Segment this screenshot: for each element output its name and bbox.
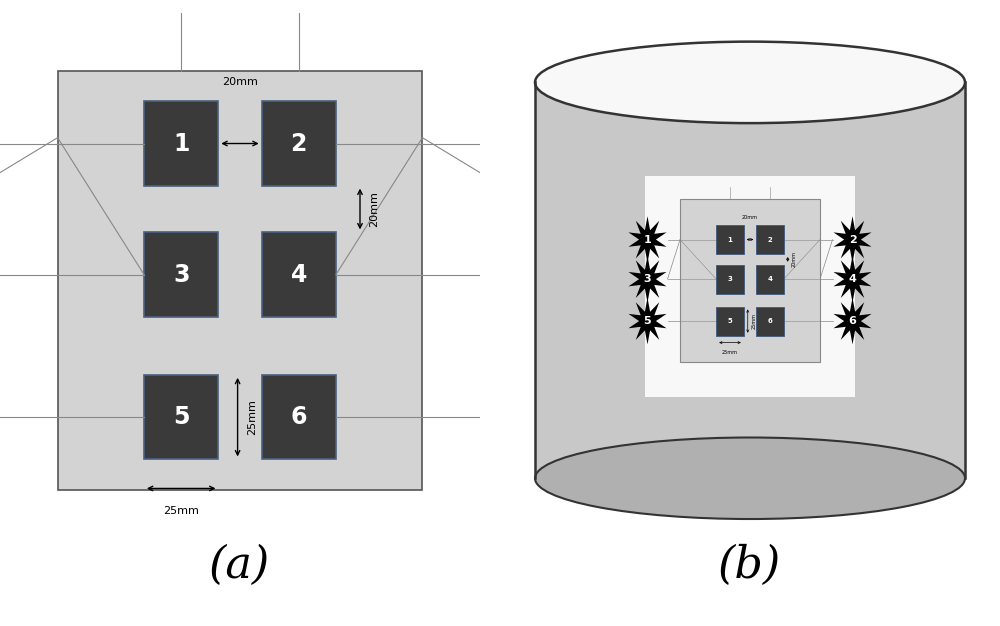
Bar (645, 175, 855, 397)
Text: 20mm: 20mm (742, 215, 758, 220)
Text: 2: 2 (768, 237, 772, 242)
Text: (a): (a) (209, 544, 271, 587)
Text: 25mm: 25mm (247, 399, 257, 435)
Text: 5: 5 (644, 316, 651, 326)
Bar (716, 265, 744, 294)
Text: 25mm: 25mm (163, 506, 199, 516)
Bar (144, 232, 218, 317)
Bar (262, 101, 336, 186)
Text: 3: 3 (173, 262, 189, 287)
Text: 5: 5 (173, 405, 189, 429)
Polygon shape (628, 256, 667, 302)
Text: 3: 3 (728, 276, 732, 282)
Bar (262, 375, 336, 459)
Ellipse shape (535, 41, 965, 123)
Bar (144, 375, 218, 459)
Text: 4: 4 (768, 276, 772, 282)
Polygon shape (833, 256, 872, 302)
Polygon shape (833, 298, 872, 344)
Text: 20mm: 20mm (792, 252, 797, 267)
Text: 2: 2 (291, 131, 307, 155)
Bar (716, 307, 744, 336)
Text: 20mm: 20mm (222, 77, 258, 87)
Ellipse shape (535, 438, 965, 519)
Bar (680, 199, 820, 362)
Polygon shape (628, 216, 667, 263)
Polygon shape (535, 83, 965, 478)
Text: (b): (b) (718, 544, 782, 587)
Bar (756, 225, 784, 254)
Bar (756, 265, 784, 294)
Polygon shape (628, 298, 667, 344)
Text: 6: 6 (768, 318, 772, 324)
Bar (756, 307, 784, 336)
Text: 3: 3 (644, 274, 651, 284)
Text: 2: 2 (849, 235, 856, 245)
Text: 25mm: 25mm (752, 313, 757, 329)
Text: 25mm: 25mm (722, 349, 738, 354)
Text: 6: 6 (849, 316, 856, 326)
Text: 6: 6 (291, 405, 307, 429)
Bar (58, 71, 422, 490)
Bar (144, 101, 218, 186)
Text: 1: 1 (644, 235, 651, 245)
Text: 20mm: 20mm (370, 191, 380, 227)
Text: 1: 1 (728, 237, 732, 242)
Text: 5: 5 (728, 318, 732, 324)
Text: 4: 4 (291, 262, 307, 287)
Text: 4: 4 (849, 274, 856, 284)
Bar (262, 232, 336, 317)
Text: 1: 1 (173, 131, 189, 155)
Polygon shape (833, 216, 872, 263)
Bar (716, 225, 744, 254)
